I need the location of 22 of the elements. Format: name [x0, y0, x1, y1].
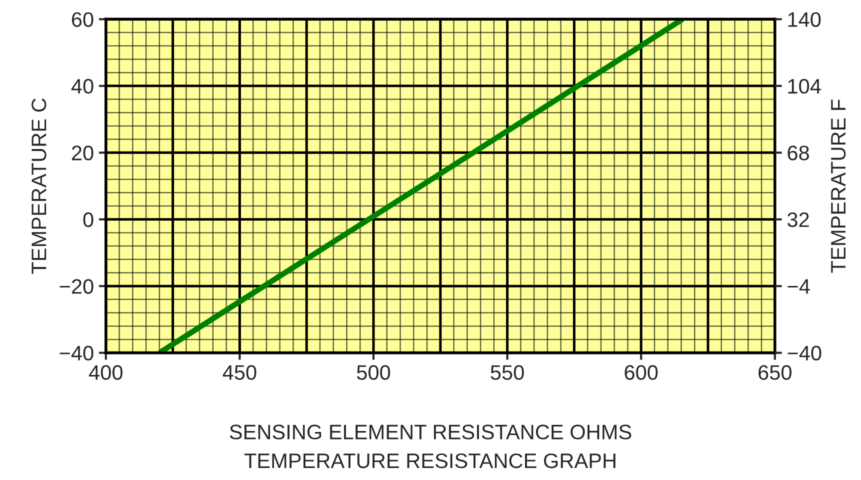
x-tick-label: 550	[490, 365, 524, 380]
y2-tick-label: 32	[788, 212, 809, 228]
x-axis-title: SENSING ELEMENT RESISTANCE OHMS	[230, 424, 632, 440]
y-tick-label: 40	[71, 78, 94, 94]
y2-tick-label: 104	[788, 78, 821, 94]
x-tick-label: 450	[222, 365, 256, 380]
y-tick-label: 60	[72, 12, 94, 27]
y2-tick-label: −4	[788, 279, 810, 294]
x-tick-label: 400	[89, 365, 122, 380]
y2-tick-label: 140	[788, 12, 821, 27]
text: TEMPERATURE RESISTANCE GRAPH	[244, 453, 616, 468]
y2-axis-title: TEMPERATURE F	[831, 100, 846, 273]
x-tick-label: 500	[356, 365, 390, 380]
y-axis-title: TEMPERATURE C	[32, 98, 46, 274]
y-tick-label: 0	[83, 212, 94, 228]
y-tick-label: 20	[72, 146, 94, 160]
y2-tick-label: −40	[788, 346, 822, 361]
x-tick-label: 600	[624, 365, 658, 380]
y-tick-label: −40	[60, 346, 94, 361]
x-tick-label: 650	[758, 365, 792, 380]
y2-tick-label: 68	[788, 146, 809, 160]
y-tick-label: −20	[60, 279, 94, 294]
